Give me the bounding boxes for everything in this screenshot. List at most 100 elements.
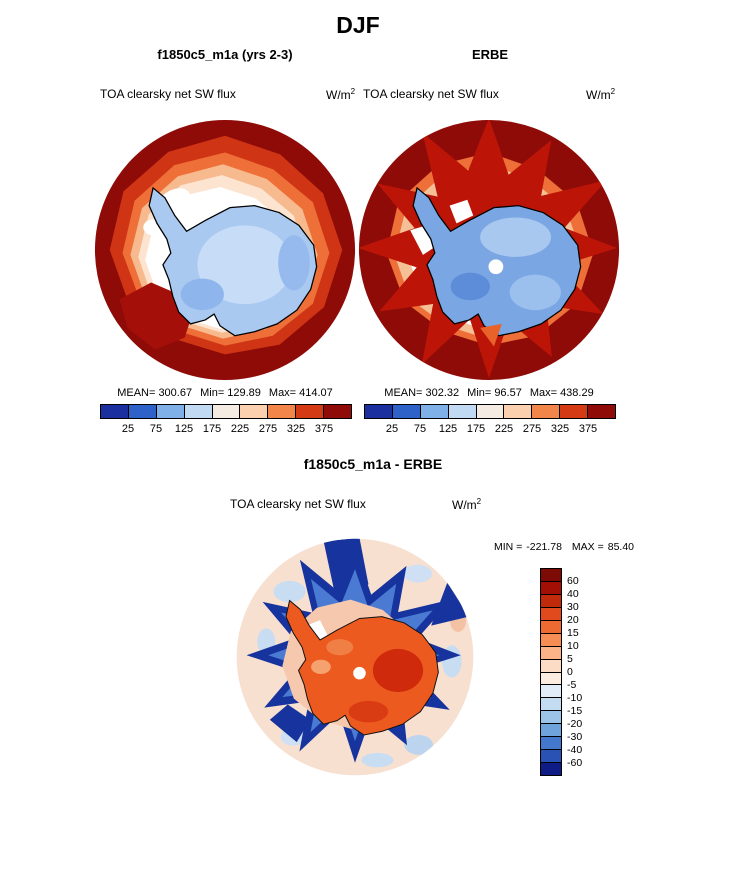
mean-value: 302.32 <box>425 387 460 399</box>
colorbar-tick-label: 5 <box>567 653 573 665</box>
colorbar-cell <box>560 405 589 418</box>
colorbar-tick-label: 25 <box>121 423 135 435</box>
colorbar-tick-label: 75 <box>149 423 163 435</box>
model-panel-title: f1850c5_m1a (yrs 2-3) <box>157 47 293 62</box>
min-label: MIN = <box>494 541 523 553</box>
min-label: Min= <box>200 387 225 399</box>
colorbar-tick-label: 275 <box>258 423 278 435</box>
min-label: Min= <box>467 387 492 399</box>
colorbar-tick-label: -60 <box>567 757 583 769</box>
colorbar-cell <box>541 763 561 775</box>
colorbar-diff <box>540 568 562 776</box>
colorbar-cell <box>588 405 616 418</box>
diff-field-label: TOA clearsky net SW flux <box>230 497 366 511</box>
colorbar-model <box>100 404 352 419</box>
colorbar-cell <box>392 405 421 418</box>
model-field-label: TOA clearsky net SW flux <box>100 87 236 101</box>
colorbar-cell <box>212 405 241 418</box>
max-label: Max= <box>268 387 297 399</box>
colorbar-cell <box>268 405 297 418</box>
colorbar-tick-label: 325 <box>286 423 306 435</box>
model-map-contours <box>109 135 343 355</box>
colorbar-cell <box>365 405 393 418</box>
obs-panel-title: ERBE <box>471 47 509 62</box>
diff-minmax: MIN = -221.78 MAX = 85.40 <box>494 541 634 553</box>
colorbar-cell <box>541 646 561 660</box>
colorbar-cell <box>420 405 449 418</box>
colorbar-tick-label: 20 <box>567 614 579 626</box>
colorbar-tick-label: 40 <box>567 588 579 600</box>
colorbar-cell <box>296 405 325 418</box>
colorbar-tick-label: 10 <box>567 640 579 652</box>
colorbar-model-ticks: 25 75 125 175 225 275 325 375 <box>100 423 352 436</box>
max-label: Max= <box>529 387 558 399</box>
colorbar-tick-label: 75 <box>413 423 427 435</box>
mean-label: MEAN= <box>384 387 423 399</box>
colorbar-tick-label: -40 <box>567 744 583 756</box>
colorbar-cell <box>541 620 561 634</box>
colorbar-cell <box>448 405 477 418</box>
max-value: 85.40 <box>607 541 635 553</box>
colorbar-cell <box>541 569 561 582</box>
colorbar-cell <box>541 737 561 751</box>
units-exponent: 2 <box>476 497 482 506</box>
mean-label: MEAN= <box>117 387 156 399</box>
colorbar-cell <box>541 685 561 699</box>
colorbar-cell <box>184 405 213 418</box>
colorbar-tick-label: 225 <box>494 423 514 435</box>
colorbar-cell <box>504 405 533 418</box>
colorbar-obs <box>364 404 616 419</box>
colorbar-tick-label: 275 <box>522 423 542 435</box>
obs-map-contours <box>358 119 617 379</box>
colorbar-obs-ticks: 25 75 125 175 225 275 325 375 <box>364 423 616 436</box>
max-value: 414.07 <box>299 387 333 399</box>
colorbar-cell <box>240 405 269 418</box>
colorbar-tick-label: -5 <box>567 679 577 691</box>
colorbar-tick-label: 175 <box>202 423 222 435</box>
colorbar-tick-label: 325 <box>550 423 570 435</box>
model-stats: MEAN= 300.67 Min= 129.89 Max= 414.07 <box>92 387 358 399</box>
min-value: -221.78 <box>526 541 562 553</box>
diff-units: W/m2 <box>452 497 481 512</box>
units-text: W/m <box>586 88 611 102</box>
colorbar-diff-ticks: 60 40 30 20 15 10 5 0 -5 -10 -15 -20 -30 -40 -60 <box>567 568 597 776</box>
obs-units: W/m2 <box>586 87 615 102</box>
max-label: MAX = <box>571 541 604 553</box>
colorbar-tick-label: -20 <box>567 718 583 730</box>
colorbar-tick-label: 15 <box>567 627 579 639</box>
colorbar-tick-label: -30 <box>567 731 583 743</box>
units-exponent: 2 <box>610 87 616 96</box>
colorbar-tick-label: 225 <box>230 423 250 435</box>
colorbar-cell <box>541 711 561 725</box>
colorbar-tick-label: 0 <box>567 666 573 678</box>
colorbar-cell <box>541 633 561 647</box>
colorbar-tick-label: 125 <box>438 423 458 435</box>
colorbar-tick-label: 60 <box>567 575 579 587</box>
colorbar-cell <box>324 405 352 418</box>
colorbar-cell <box>476 405 505 418</box>
colorbar-cell <box>101 405 129 418</box>
diff-map <box>236 538 474 776</box>
model-map <box>94 119 356 381</box>
min-value: 129.89 <box>227 387 261 399</box>
page-title: DJF <box>336 12 380 38</box>
colorbar-cell <box>532 405 561 418</box>
colorbar-cell <box>541 581 561 595</box>
colorbar-tick-label: 25 <box>385 423 399 435</box>
obs-field-label: TOA clearsky net SW flux <box>363 87 499 101</box>
colorbar-tick-label: 30 <box>567 601 579 613</box>
colorbar-cell <box>541 607 561 621</box>
obs-stats: MEAN= 302.32 Min= 96.57 Max= 438.29 <box>356 387 622 399</box>
colorbar-tick-label: 125 <box>174 423 194 435</box>
colorbar-cell <box>541 750 561 764</box>
colorbar-cell <box>156 405 185 418</box>
colorbar-tick-label: -15 <box>567 705 583 717</box>
colorbar-cell <box>541 698 561 712</box>
colorbar-tick-label: 375 <box>314 423 334 435</box>
colorbar-cell <box>541 724 561 738</box>
pole-missing-data-dot <box>353 666 366 680</box>
pole-missing-data-dot <box>488 259 504 275</box>
mean-value: 300.67 <box>158 387 193 399</box>
colorbar-tick-label: 375 <box>578 423 598 435</box>
min-value: 96.57 <box>494 387 522 399</box>
